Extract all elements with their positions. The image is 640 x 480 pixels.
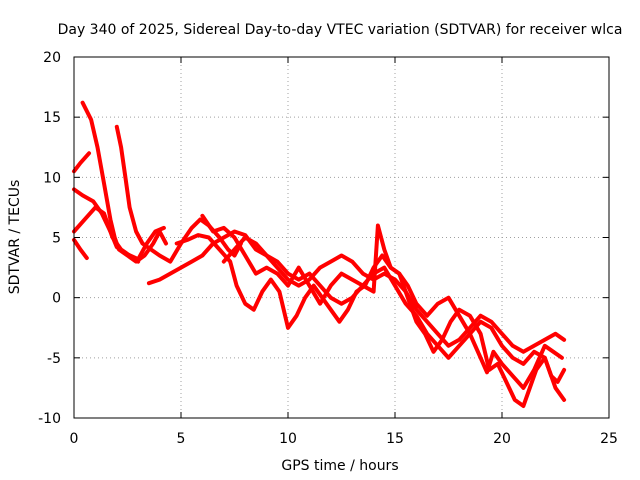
series-track-2 <box>72 237 89 260</box>
x-tick-label: 25 <box>600 431 618 447</box>
y-tick-label: 10 <box>43 170 61 186</box>
x-axis-label: GPS time / hours <box>281 458 398 474</box>
y-tick-label: 5 <box>52 231 61 247</box>
series-track-4 <box>72 187 166 262</box>
x-tick-label: 0 <box>70 431 79 447</box>
series-track-10 <box>221 235 567 402</box>
series-track-5 <box>72 205 141 264</box>
series-track-1 <box>72 151 91 174</box>
x-tick-label: 10 <box>279 431 297 447</box>
y-tick-label: 20 <box>43 50 61 66</box>
axis-layer: 0 5 10 15 20 25 -10 -5 0 5 10 15 20 <box>38 50 618 447</box>
plot-frame <box>73 56 610 419</box>
x-tick-label: 5 <box>177 431 186 447</box>
y-axis-label: SDTVAR / TECUs <box>7 180 23 295</box>
y-tick-label: -5 <box>47 351 61 367</box>
series-track-6 <box>114 124 243 264</box>
y-tick-label: 0 <box>52 291 61 307</box>
x-tick-label: 15 <box>386 431 404 447</box>
x-tick-label: 20 <box>493 431 511 447</box>
series-layer <box>72 100 567 408</box>
series-track-7 <box>146 229 567 354</box>
chart-title: Day 340 of 2025, Sidereal Day-to-day VTE… <box>58 22 623 38</box>
grid-layer <box>74 57 609 418</box>
y-tick-label: -10 <box>38 411 61 427</box>
series-track-8 <box>174 233 567 408</box>
series-track-9 <box>200 213 564 390</box>
y-tick-label: 15 <box>43 110 61 126</box>
